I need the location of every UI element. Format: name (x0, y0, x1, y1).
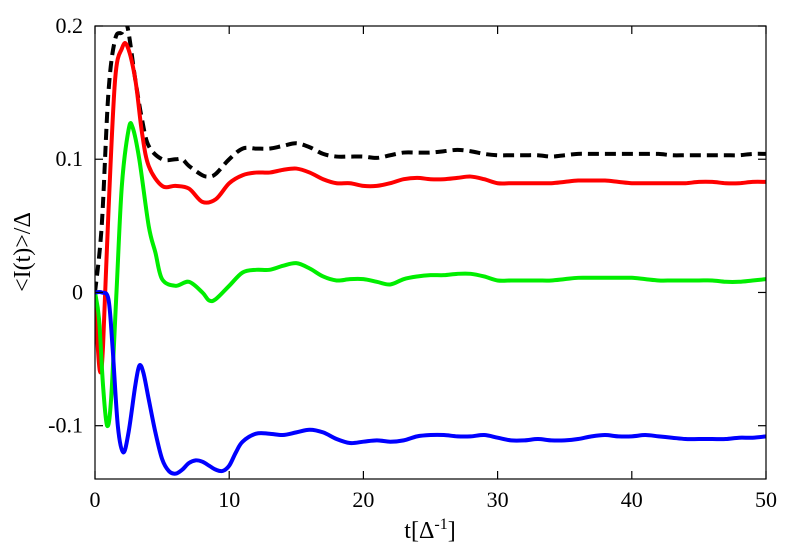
series-line-0 (95, 26, 766, 293)
plot-frame (94, 25, 767, 480)
tick-layer: 0 10 20 30 40 50 -0.1 0 0.1 0.2 (48, 13, 777, 512)
x-tick-label: 20 (352, 487, 374, 512)
x-tick-label: 30 (487, 487, 509, 512)
x-tick-label: 0 (90, 487, 101, 512)
y-tick-label: -0.1 (48, 413, 83, 438)
series-line-2 (95, 121, 766, 429)
y-tick-label: 0 (72, 279, 83, 304)
x-axis-label-sup: -1 (434, 516, 447, 533)
y-tick-label: 0.1 (56, 146, 84, 171)
y-tick-label: 0.2 (56, 13, 84, 38)
series-layer (95, 26, 766, 476)
x-tick-label: 50 (755, 487, 777, 512)
x-tick-label: 10 (218, 487, 240, 512)
y-axis-label: <I(t)>/Δ (10, 212, 36, 292)
series-line-1 (95, 41, 766, 375)
x-tick-label: 40 (621, 487, 643, 512)
x-axis-label-base: t[Δ (404, 518, 434, 544)
series-line-3 (95, 289, 766, 476)
x-axis-label-end: ] (448, 518, 456, 544)
x-axis-label: t[Δ-1] (404, 516, 455, 544)
